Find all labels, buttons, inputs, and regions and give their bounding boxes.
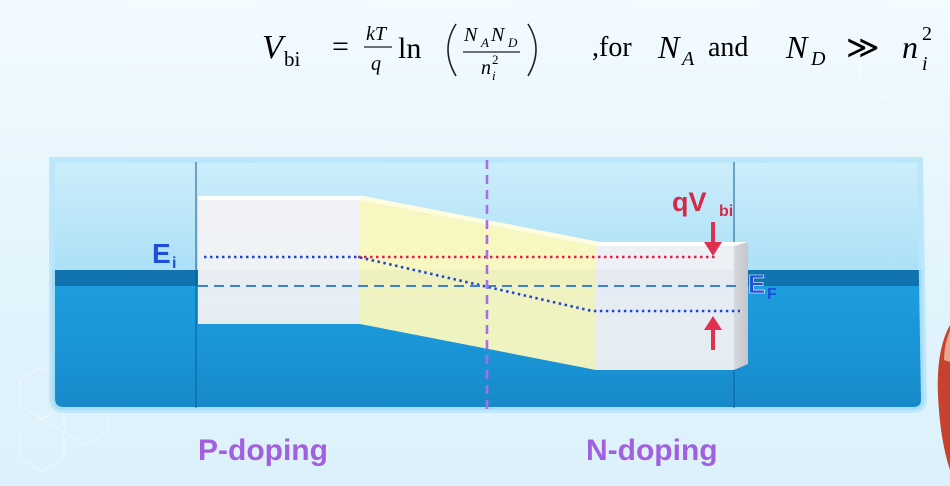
formula-paren-right	[527, 23, 537, 77]
formula-cond-n: n	[902, 29, 918, 65]
p-doping-label: P-doping	[198, 434, 328, 467]
depletion-top	[360, 196, 600, 246]
built-in-voltage-formula: V bi = kT q ln N A N D n 2 i ,for N A an…	[262, 23, 932, 83]
n-block-top	[596, 242, 748, 246]
formula-equals: =	[332, 30, 349, 63]
formula-cond-n-sup: 2	[922, 23, 932, 45]
ef-label: E	[748, 269, 765, 299]
qvbi-label: qV	[672, 187, 707, 217]
n-doping-label: N-doping	[586, 434, 718, 467]
formula-na-sub: A	[480, 35, 489, 50]
qvbi-label-sub: bi	[719, 203, 733, 220]
qvbi-arrow-down	[704, 222, 722, 256]
formula-nd: N	[490, 24, 506, 46]
formula-paren-left	[447, 23, 457, 77]
formula-nd-sub: D	[507, 35, 518, 50]
formula-ni: n	[481, 57, 491, 79]
formula-cond-na: N	[657, 29, 681, 65]
formula-ni-sub: i	[492, 68, 496, 83]
formula-q: q	[371, 53, 381, 75]
formula-ln: ln	[398, 32, 421, 65]
formula-cond-n-sub: i	[922, 53, 928, 75]
ei-label-sub: i	[172, 255, 176, 272]
n-block-side	[734, 242, 748, 370]
ei-intrinsic-level-line	[204, 255, 740, 313]
ei-label: E	[152, 238, 171, 269]
formula-na: N	[463, 24, 479, 46]
formula-and: and	[708, 32, 748, 63]
p-block	[198, 200, 360, 324]
presenter-edge	[937, 325, 950, 470]
n-block	[596, 246, 734, 370]
formula-much-greater: ≫	[846, 29, 880, 65]
formula-cond-na-sub: A	[680, 48, 695, 70]
formula-kt: kT	[366, 23, 388, 45]
qvbi-arrow-up	[704, 316, 722, 350]
formula-ni-sup: 2	[492, 52, 499, 67]
formula-for: ,for	[592, 32, 632, 63]
tank-frame	[49, 157, 928, 413]
ef-label-sub: F	[767, 286, 777, 303]
formula-v-sub: bi	[284, 47, 301, 71]
formula-cond-nd: N	[785, 29, 809, 65]
presenter-hand	[944, 330, 950, 362]
formula-cond-nd-sub: D	[810, 48, 826, 70]
p-block-top	[198, 196, 364, 200]
